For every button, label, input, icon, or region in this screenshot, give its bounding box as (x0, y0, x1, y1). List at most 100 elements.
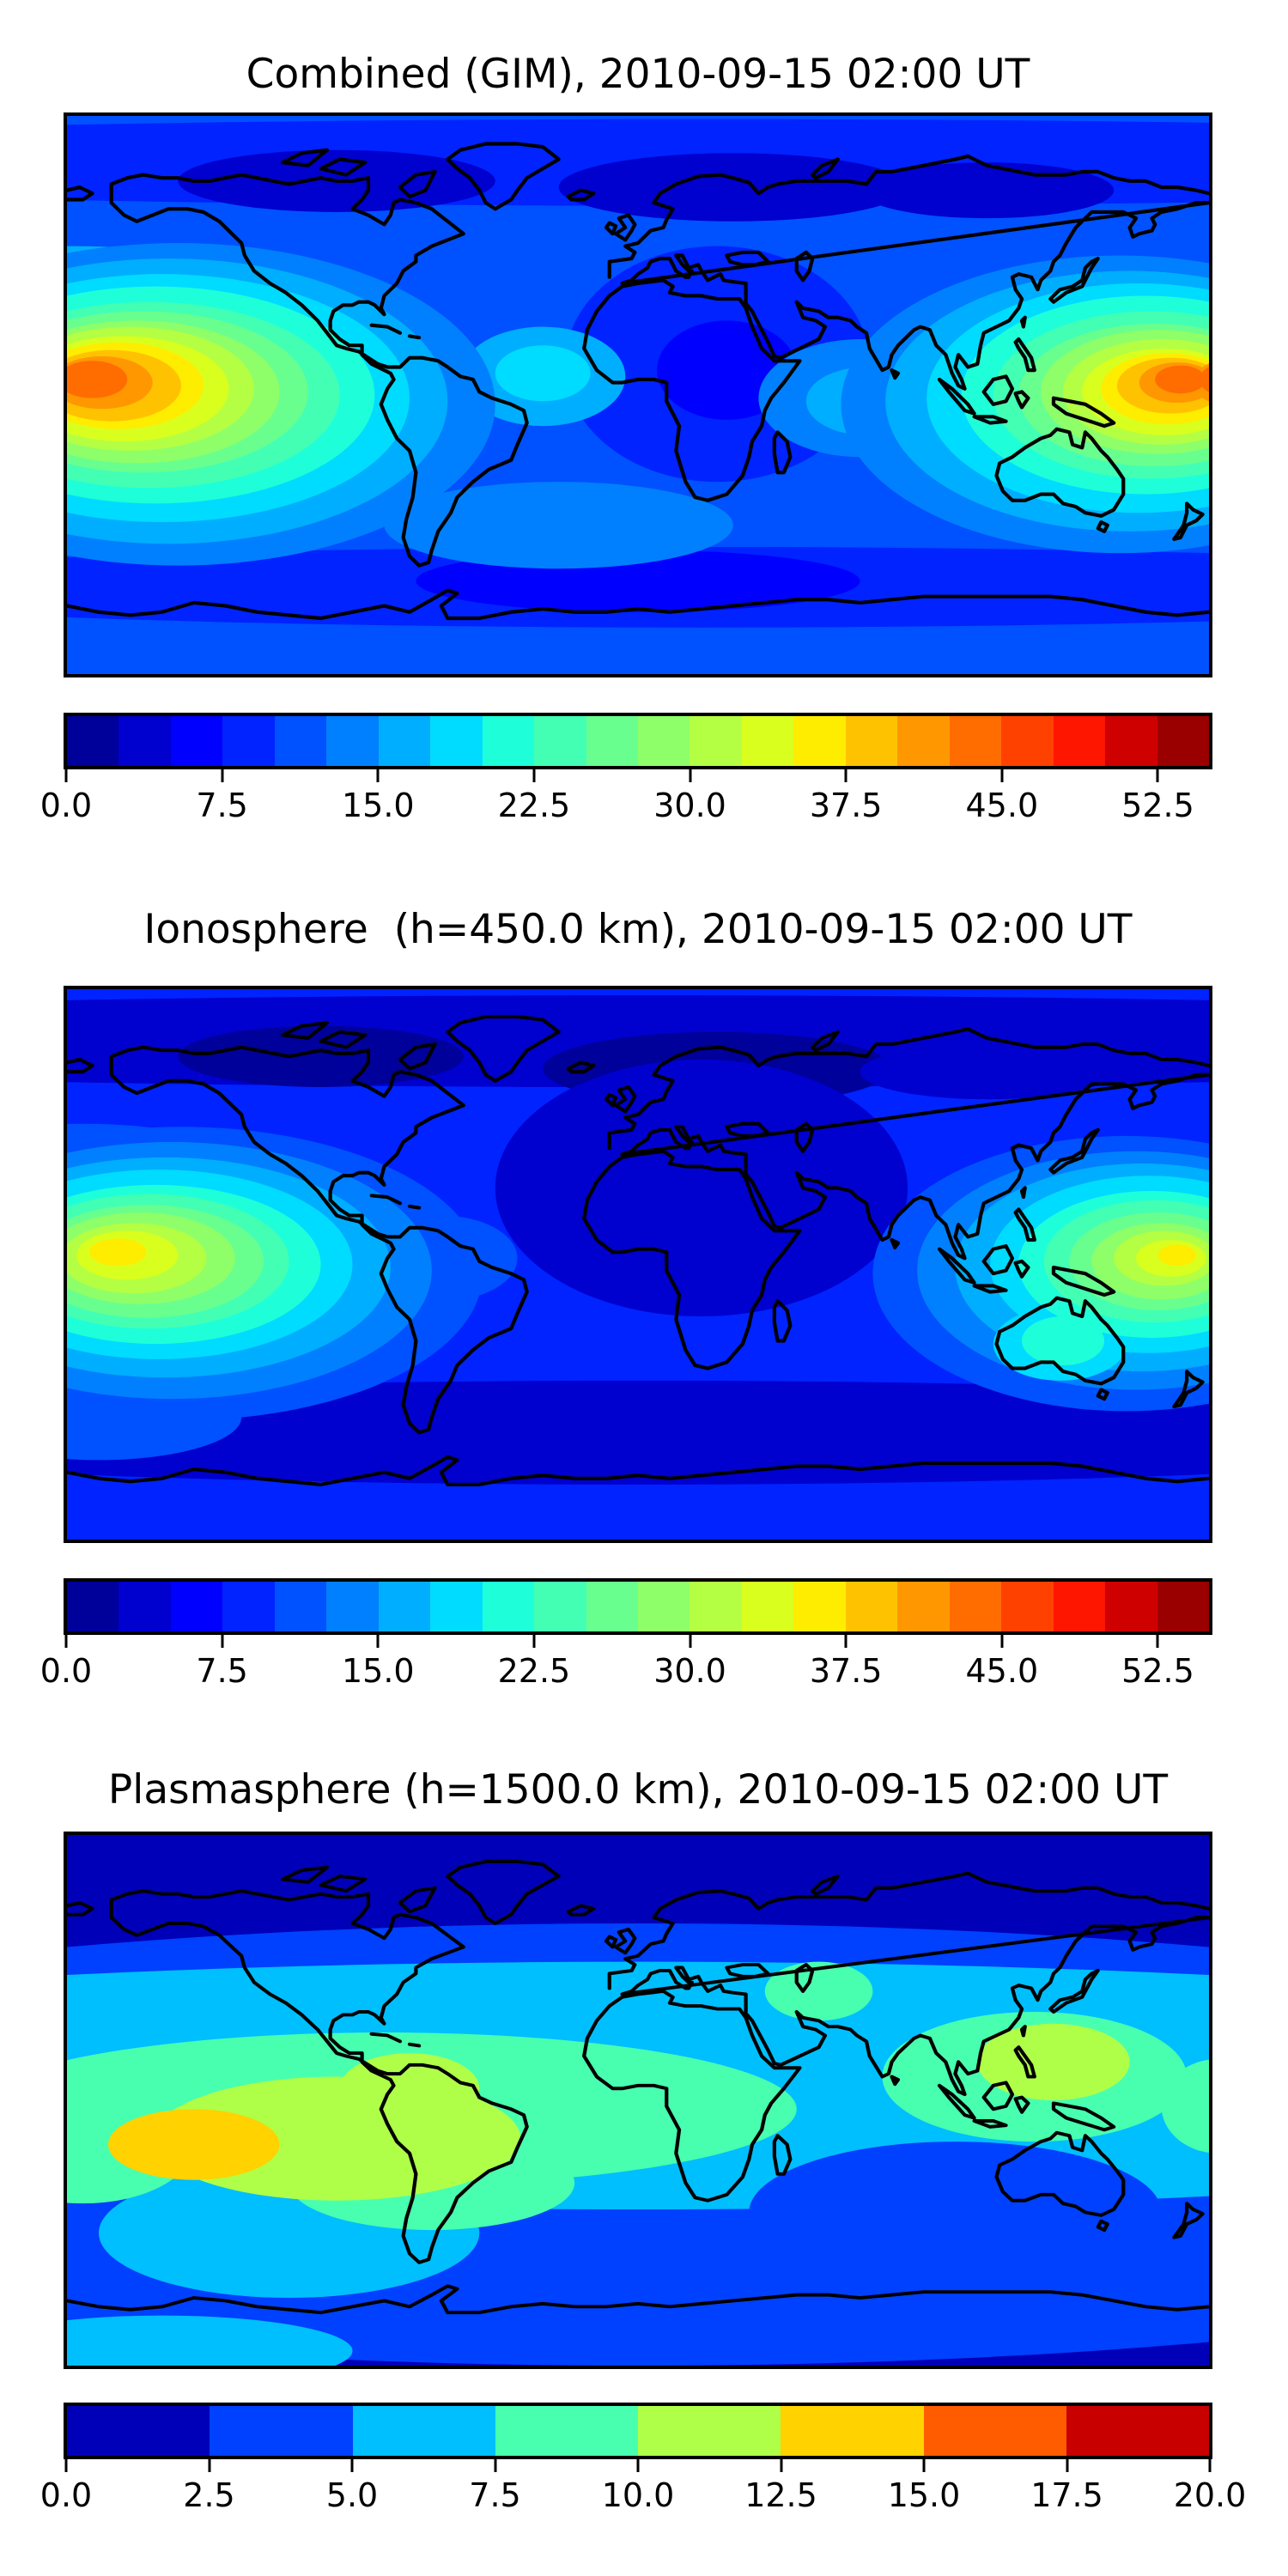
colorbar-tick-label: 2.5 (183, 2476, 235, 2514)
colorbar-plasmasphere (64, 2403, 1212, 2459)
colorbar-tick-label: 0.0 (39, 1652, 93, 1690)
colorbar-tick-label: 20.0 (1173, 2476, 1247, 2514)
colorbar-segment (741, 716, 794, 766)
colorbar-segment (690, 716, 742, 766)
contour-map-canvas (67, 1835, 1209, 2366)
colorbar-segment (67, 2406, 210, 2456)
colorbar-tick (1156, 1635, 1159, 1648)
colorbar-combined (64, 713, 1212, 769)
colorbar-labels-plasmasphere: 0.0 2.5 5.0 7.5 10.0 12.5 15.0 17.5 20.0 (40, 2476, 1247, 2518)
contour-band (67, 2315, 353, 2366)
colorbar-tick (221, 769, 224, 782)
colorbar-segment (793, 1582, 846, 1631)
colorbar-tick-label: 12.5 (744, 2476, 817, 2514)
colorbar-tick (922, 2459, 926, 2472)
colorbar-segment (1053, 1582, 1106, 1631)
colorbar-segment (352, 2406, 495, 2456)
colorbar-ticks-plasmasphere (64, 2459, 1212, 2473)
contour-band (67, 1380, 1209, 1485)
colorbar-tick-label: 22.5 (497, 1652, 571, 1690)
contour-band (88, 1238, 147, 1267)
colorbar-tick (1000, 1635, 1004, 1648)
colorbar-tick (64, 769, 68, 782)
contour-band (977, 2023, 1130, 2100)
colorbar-tick-label: 15.0 (341, 787, 415, 824)
colorbar-segment (1001, 1582, 1054, 1631)
colorbar-segment (430, 716, 483, 766)
contour-band (1202, 368, 1209, 386)
contour-map-canvas (67, 989, 1209, 1540)
colorbar-segment (495, 2406, 638, 2456)
colorbar-segment (274, 1582, 327, 1631)
colorbar-segment (586, 1582, 638, 1631)
contour-band (764, 1961, 873, 2021)
colorbar-segment (326, 716, 379, 766)
colorbar-segment (170, 1582, 223, 1631)
colorbar-segment (67, 1582, 119, 1631)
colorbar-segment (586, 716, 638, 766)
colorbar-tick (376, 1635, 380, 1648)
contour-band (749, 2142, 1162, 2283)
colorbar-tick-label: 37.5 (809, 1652, 883, 1690)
colorbar-tick-label: 45.0 (965, 787, 1039, 824)
contour-band (495, 345, 591, 402)
colorbar-segment (1105, 1582, 1157, 1631)
colorbar-tick (1066, 2459, 1068, 2472)
colorbar-tick (532, 769, 536, 782)
colorbar-segment (222, 1582, 275, 1631)
contour-band (558, 153, 908, 222)
colorbar-segment (326, 1582, 379, 1631)
contour-band (1167, 367, 1200, 386)
colorbar-tick (636, 2459, 640, 2472)
contour-band (67, 1244, 74, 1272)
colorbar-tick (1208, 2459, 1212, 2472)
colorbar-tick (494, 2459, 496, 2472)
colorbar-tick (780, 2459, 782, 2472)
contour-band (108, 2109, 280, 2180)
colorbar-tick-label: 52.5 (1121, 1652, 1194, 1690)
colorbar-segment (534, 1582, 586, 1631)
contour-band (1157, 1244, 1197, 1267)
colorbar-tick-label: 7.5 (469, 2476, 521, 2514)
colorbar-segment (482, 716, 535, 766)
colorbar-segment (118, 1582, 171, 1631)
colorbar-segment (637, 716, 690, 766)
colorbar-segment (210, 2406, 353, 2456)
contour-band (67, 363, 106, 389)
colorbar-segment (430, 1582, 483, 1631)
colorbar-segment (923, 2406, 1066, 2456)
colorbar-ticks-combined (64, 769, 1210, 783)
colorbar-segment (638, 2406, 781, 2456)
colorbar-tick (221, 1635, 224, 1648)
contour-band (495, 1059, 908, 1317)
colorbar-tick-label: 30.0 (653, 787, 726, 824)
colorbar-tick (844, 769, 848, 782)
colorbar-tick (208, 2459, 210, 2472)
panel-title-plasmasphere: Plasmasphere (h=1500.0 km), 2010-09-15 0… (107, 1766, 1169, 1814)
panel-title-combined: Combined (GIM), 2010-09-15 02:00 UT (246, 51, 1030, 98)
colorbar-tick (532, 1635, 536, 1648)
colorbar-tick-label: 5.0 (325, 2476, 379, 2514)
colorbar-labels-combined: 0.0 7.5 15.0 22.5 30.0 37.5 45.0 52.5 (40, 787, 1210, 828)
contour-band (1022, 1316, 1105, 1366)
colorbar-tick (64, 2459, 68, 2472)
world-map-ionosphere (64, 986, 1212, 1543)
colorbar-labels-ionosphere: 0.0 7.5 15.0 22.5 30.0 37.5 45.0 52.5 (40, 1652, 1210, 1693)
colorbar-segment (949, 716, 1002, 766)
colorbar-segment (1053, 716, 1106, 766)
colorbar-segment (637, 1582, 690, 1631)
colorbar-segment (1157, 1582, 1209, 1631)
colorbar-tick (1000, 769, 1004, 782)
colorbar-tick-label: 37.5 (809, 787, 883, 824)
colorbar-tick-label: 10.0 (601, 2476, 675, 2514)
colorbar-tick (689, 1635, 692, 1648)
colorbar-segment (1157, 716, 1209, 766)
panel-title-ionosphere: Ionosphere (h=450.0 km), 2010-09-15 02:0… (143, 906, 1133, 953)
colorbar-segment (378, 1582, 431, 1631)
colorbar-segment (897, 1582, 950, 1631)
colorbar-segment (1105, 716, 1157, 766)
colorbar-segment (949, 1582, 1002, 1631)
colorbar-segment (118, 716, 171, 766)
colorbar-segment (1001, 716, 1054, 766)
colorbar-segment (897, 716, 950, 766)
